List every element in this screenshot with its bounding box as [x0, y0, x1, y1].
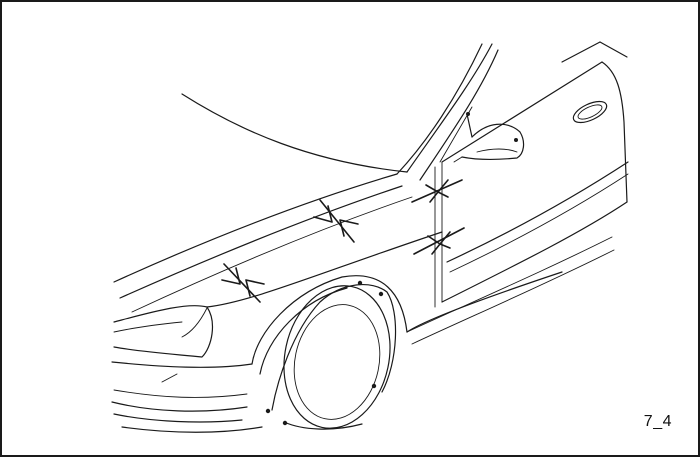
gap-marker-hood-upper [313, 199, 359, 243]
gap-marker-hood-lower [221, 263, 265, 303]
headlight [113, 305, 214, 358]
windshield-pillar [406, 43, 499, 181]
side-mirror [453, 112, 525, 163]
figure-label: 7_4 [643, 413, 672, 430]
front-wheel [265, 280, 397, 430]
front-bumper [111, 361, 263, 433]
gap-marker-door-upper [411, 179, 463, 203]
front-door [406, 41, 629, 345]
hood [113, 43, 483, 313]
gap-marker-door-lower [413, 227, 465, 255]
